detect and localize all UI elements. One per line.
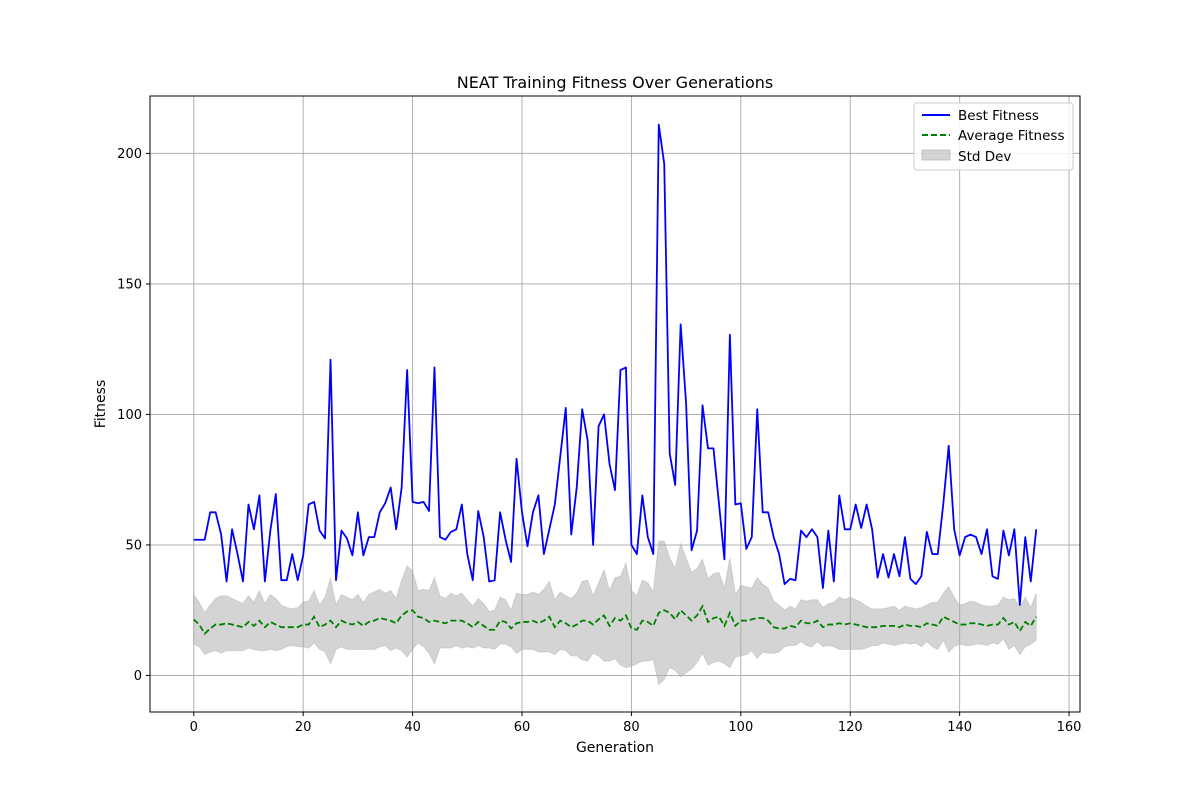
legend-best-label: Best Fitness bbox=[958, 108, 1039, 124]
y-tick-label: 100 bbox=[117, 408, 142, 423]
axis-ticks: 0 20 40 60 80 100 120 140 160 0 50 100 150 200 bbox=[117, 147, 1081, 735]
x-tick-label: 20 bbox=[295, 720, 312, 735]
y-axis-label: Fitness bbox=[93, 380, 109, 429]
x-tick-label: 100 bbox=[728, 720, 753, 735]
x-tick-label: 160 bbox=[1057, 720, 1082, 735]
series-lines bbox=[193, 123, 1038, 636]
best-fitness-line bbox=[193, 123, 1038, 606]
std-dev-band bbox=[193, 540, 1037, 686]
chart-title: NEAT Training Fitness Over Generations bbox=[457, 73, 774, 92]
legend-box bbox=[913, 102, 1074, 171]
average-fitness-line bbox=[193, 604, 1038, 636]
legend-std-swatch bbox=[921, 149, 951, 161]
x-tick-label: 40 bbox=[404, 720, 421, 735]
legend-std-label: Std Dev bbox=[958, 149, 1011, 165]
x-tick-label: 60 bbox=[514, 720, 531, 735]
x-tick-label: 140 bbox=[947, 720, 972, 735]
y-tick-label: 150 bbox=[117, 277, 142, 292]
y-tick-label: 0 bbox=[134, 669, 142, 684]
x-tick-label: 80 bbox=[623, 720, 640, 735]
legend: Best Fitness Average Fitness Std Dev bbox=[913, 102, 1074, 171]
x-tick-label: 0 bbox=[190, 720, 198, 735]
plot-frame bbox=[149, 95, 1081, 713]
y-tick-label: 50 bbox=[125, 538, 142, 553]
x-axis-label: Generation bbox=[576, 740, 654, 756]
y-tick-label: 200 bbox=[117, 147, 142, 162]
x-tick-label: 120 bbox=[838, 720, 863, 735]
legend-average-label: Average Fitness bbox=[958, 128, 1064, 144]
std-dev-area bbox=[193, 540, 1037, 686]
